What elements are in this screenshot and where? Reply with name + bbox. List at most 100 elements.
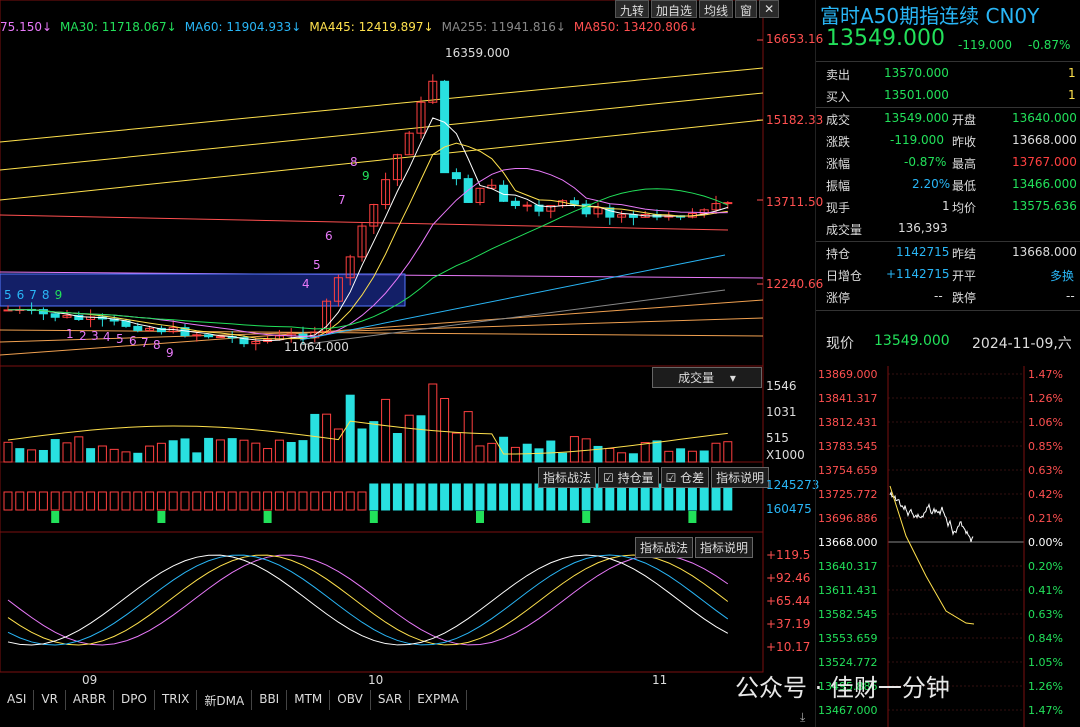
candle-body (510, 200, 520, 207)
volume-bar (628, 453, 638, 463)
oi-axis-label: 160475 (766, 502, 812, 516)
candle-body (357, 225, 367, 258)
volume-bar (239, 439, 249, 463)
price-axis-label: 12240.66 (766, 277, 824, 291)
quote-value: 多换 (1050, 269, 1075, 283)
quote-label: 成交 (826, 113, 851, 127)
candle-body (440, 80, 450, 174)
intraday-pct-label: 1.06% (1028, 416, 1063, 429)
intraday-chart[interactable]: 13869.000 1.47% 13841.317 1.26% 13812.431 1.0… (816, 366, 1080, 727)
window-button[interactable]: 窗 (735, 0, 758, 18)
price-axis-label: 15182.33 (766, 113, 824, 127)
candle-body (605, 207, 615, 218)
volume-bar (156, 442, 166, 463)
tab-mtm[interactable]: MTM (287, 690, 331, 710)
volume-bar (640, 442, 650, 463)
intraday-pct-label: 1.47% (1028, 704, 1063, 717)
tab-obv[interactable]: OBV (330, 690, 371, 710)
volume-bar (381, 398, 391, 463)
kline-svg (0, 0, 764, 673)
quote-row: 持仓 1142715 昨结 13668.000 (816, 242, 1080, 264)
price-axis-label: 13711.50 (766, 195, 824, 209)
nine-turn-count: 6 (325, 229, 333, 243)
open-interest-bar (322, 491, 332, 511)
volume-indicator-select[interactable]: 成交量 ▾ (652, 367, 762, 388)
oi-change-bar (157, 511, 166, 523)
bid-qty: 1 (1068, 88, 1076, 102)
quote-value: 13767.000 (1012, 155, 1077, 169)
add-watchlist-button[interactable]: 加自选 (651, 0, 698, 18)
bid-price: 13501.000 (884, 88, 949, 102)
quote-value: 2.20% (912, 177, 951, 191)
volume-bar (3, 441, 13, 463)
tab-vr[interactable]: VR (34, 690, 66, 710)
intraday-price-label: 13524.772 (818, 656, 878, 669)
nine-turn-button[interactable]: 九转 (615, 0, 650, 18)
ma-line (299, 289, 726, 346)
scroll-down-icon[interactable]: ⤓ (800, 710, 806, 724)
volume-bar (145, 445, 155, 463)
tab-asi[interactable]: ASI (0, 690, 35, 710)
open-interest-bar (428, 483, 438, 511)
intraday-pct-label: 0.41% (1028, 584, 1063, 597)
indicator-help-button[interactable]: 指标说明 (695, 537, 754, 558)
intraday-price-line (889, 491, 974, 543)
quote-label: 持仓 (826, 247, 851, 261)
tab-expma[interactable]: EXPMA (410, 690, 467, 710)
open-interest-bar (286, 491, 296, 511)
indicator-tabs: ASI VR ARBR DPO TRIX 新DMA BBI MTM OBV SA… (0, 690, 467, 710)
tab-trix[interactable]: TRIX (155, 690, 198, 710)
candle-body (133, 325, 143, 331)
ask-row: 卖出 13570.000 1 (816, 63, 1080, 85)
open-interest-bar (121, 491, 131, 511)
intraday-pct-label: 1.47% (1028, 368, 1063, 381)
candle-body (428, 80, 438, 103)
open-interest-toggle[interactable]: ☑ 持仓量 (598, 467, 659, 488)
candle-body (74, 314, 84, 320)
ma-legend-item: MA60: 11904.933↓ (184, 20, 302, 34)
open-interest-bar (97, 491, 107, 511)
quote-row: 成交量 136,393 (816, 218, 1080, 240)
tab-new-dma[interactable]: 新DMA (197, 690, 253, 710)
tab-bbi[interactable]: BBI (252, 690, 288, 710)
nine-turn-count: 2 (79, 329, 87, 343)
kline-chart-area[interactable]: 九转 加自选 均线 窗 ✕ 75.150↓ MA30: 11718.067↓ M… (0, 0, 823, 727)
nine-turn-count: 7 (338, 193, 346, 207)
open-interest-bar (251, 491, 261, 511)
oi-change-bar (688, 511, 697, 523)
volume-bar (699, 450, 709, 463)
quote-label: 昨结 (952, 247, 977, 261)
candle-body (522, 204, 532, 207)
ma-line (299, 254, 726, 341)
indicator-strategy-button[interactable]: 指标战法 (635, 537, 694, 558)
candle-body (369, 204, 379, 227)
volume-title: 成交量 (678, 371, 715, 385)
indicator-help-button[interactable]: 指标说明 (711, 467, 770, 488)
oscillator-line (7, 554, 729, 646)
tab-sar[interactable]: SAR (371, 690, 411, 710)
nine-turn-count: 5 (116, 332, 124, 346)
last-price: 13549.000 (826, 26, 945, 51)
date-label: 11 (652, 673, 668, 687)
open-interest-bar (274, 491, 284, 511)
intraday-price-label: 13841.317 (818, 392, 878, 405)
tab-arbr[interactable]: ARBR (66, 690, 115, 710)
open-interest-bar (204, 491, 214, 511)
candle-body (333, 277, 343, 302)
quote-label: 最低 (952, 179, 977, 193)
toolbar: 九转 加自选 均线 窗 ✕ (615, 0, 780, 18)
oi-diff-toggle[interactable]: ☑ 仓差 (660, 467, 710, 488)
volume-bar (369, 421, 379, 463)
tab-dpo[interactable]: DPO (114, 690, 155, 710)
candle-body (204, 334, 214, 338)
close-icon[interactable]: ✕ (759, 0, 780, 18)
candle-body (251, 340, 261, 345)
nine-turn-left: 5 6 7 8 9 (4, 288, 62, 302)
volume-bar (522, 443, 532, 463)
indicator-strategy-button[interactable]: 指标战法 (538, 467, 597, 488)
intraday-price-label: 13668.000 (818, 536, 878, 549)
nine-turn-count: 9 (166, 346, 174, 360)
ma-legend: 75.150↓ MA30: 11718.067↓ MA60: 11904.933… (0, 20, 698, 34)
ma-settings-button[interactable]: 均线 (699, 0, 734, 18)
intraday-price-label: 13696.886 (818, 512, 878, 525)
